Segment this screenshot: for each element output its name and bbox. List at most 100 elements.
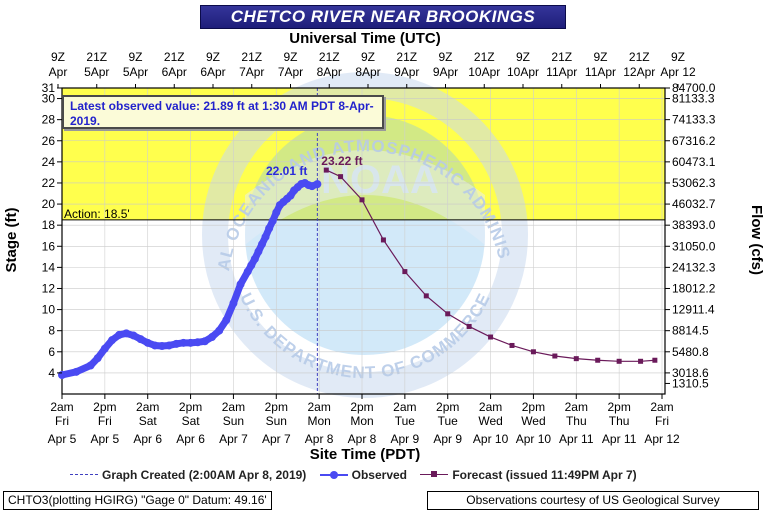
flow-tick-label: 67316.2 <box>672 134 716 148</box>
bottom-tick-day: Mon <box>307 414 330 428</box>
forecast-peak-label: 23.22 ft <box>321 154 362 168</box>
bottom-tick-time: 2am <box>650 400 673 414</box>
observed-point <box>268 216 277 225</box>
observed-point <box>208 333 216 342</box>
forecast-point <box>445 311 451 317</box>
bottom-tick-day: Sun <box>266 414 287 428</box>
bottom-tick-day: Sat <box>182 414 201 428</box>
observed-point <box>115 330 124 339</box>
top-tick-hour: 9Z <box>51 50 65 64</box>
bottom-tick-date: Apr 12 <box>644 432 680 446</box>
observed-point <box>179 338 188 347</box>
flow-tick-label: 46032.7 <box>672 197 716 211</box>
top-tick-hour: 21Z <box>319 50 340 64</box>
noaa-watermark-bird <box>245 150 485 245</box>
top-tick-date: 10Apr <box>507 65 539 79</box>
observed-point <box>158 341 166 350</box>
observed-point <box>261 232 270 241</box>
top-tick-date: 8Apr <box>317 65 342 79</box>
observed-point <box>129 331 138 340</box>
forecast-point <box>423 293 429 299</box>
bottom-tick-date: Apr 8 <box>348 432 377 446</box>
bottom-tick-date: Apr 6 <box>133 432 162 446</box>
top-tick-hour: 9Z <box>128 50 142 64</box>
top-tick-date: 5Apr <box>123 65 148 79</box>
top-tick-hour: 9Z <box>516 50 530 64</box>
bottom-tick-date: Apr 5 <box>91 432 120 446</box>
bottom-tick-date: Apr 7 <box>219 432 248 446</box>
flow-tick-label: 3018.6 <box>672 366 709 380</box>
legend-observed-label: Observed <box>351 467 407 482</box>
bottom-tick-time: 2pm <box>350 400 373 414</box>
observed-point <box>93 354 102 363</box>
top-tick-date: Apr 12 <box>660 65 696 79</box>
stage-tick-label: 24 <box>42 155 56 169</box>
forecast-point <box>488 334 494 340</box>
bottom-tick-day: Sat <box>139 414 158 428</box>
bottom-tick-time: 2pm <box>265 400 288 414</box>
forecast-point <box>466 323 472 329</box>
flow-tick-label: 12911.4 <box>672 303 715 317</box>
bottom-tick-date: Apr 5 <box>48 432 77 446</box>
flow-tick-label: 31050.0 <box>672 239 716 253</box>
stage-tick-label: 18 <box>42 218 56 232</box>
stage-tick-label: 8 <box>48 324 55 338</box>
observed-point <box>122 329 131 338</box>
bottom-tick-day: Mon <box>350 414 373 428</box>
bottom-tick-date: Apr 8 <box>305 432 334 446</box>
observed-point <box>215 326 224 335</box>
observed-point <box>222 316 231 325</box>
observed-point <box>143 338 152 347</box>
bottom-tick-day: Thu <box>609 414 630 428</box>
bottom-tick-day: Fri <box>98 414 112 428</box>
flow-tick-label: 38393.0 <box>672 218 716 232</box>
top-tick-date: 9Apr <box>394 65 419 79</box>
source-footer: Observations courtesy of US Geological S… <box>427 491 759 510</box>
observed-peak-label: 22.01 ft <box>266 164 307 178</box>
top-tick-hour: 9Z <box>671 50 685 64</box>
bottom-tick-time: 2pm <box>93 400 116 414</box>
legend-observed-swatch <box>319 470 348 479</box>
legend-created-swatch <box>70 474 98 476</box>
bottom-tick-time: 2am <box>479 400 502 414</box>
observed-point <box>72 367 81 376</box>
stage-tick-label: 22 <box>42 176 56 190</box>
legend-forecast-swatch <box>420 471 449 478</box>
observed-point <box>229 299 238 308</box>
bottom-tick-day: Sun <box>223 414 244 428</box>
flow-tick-label: 18012.2 <box>672 281 716 295</box>
stage-tick-label: 31 <box>42 81 56 95</box>
bottom-tick-time: 2am <box>136 400 159 414</box>
top-tick-hour: 21Z <box>629 50 650 64</box>
stage-tick-label: 26 <box>42 134 56 148</box>
bottom-tick-date: Apr 10 <box>516 432 552 446</box>
observed-point <box>58 371 66 380</box>
bottom-tick-date: Apr 7 <box>262 432 291 446</box>
top-tick-hour: 9Z <box>593 50 607 64</box>
forecast-point <box>552 353 558 359</box>
top-tick-date: 6Apr <box>162 65 187 79</box>
forecast-point <box>652 357 658 363</box>
stage-tick-label: 12 <box>42 281 56 295</box>
forecast-point <box>509 342 515 348</box>
forecast-point <box>323 167 329 173</box>
forecast-point <box>595 357 601 363</box>
top-tick-hour: 21Z <box>396 50 417 64</box>
forecast-point <box>380 237 386 243</box>
flow-tick-label: 81133.3 <box>672 92 715 106</box>
observed-point <box>86 361 95 370</box>
forecast-point <box>573 356 579 362</box>
observed-point <box>200 337 209 346</box>
forecast-point <box>530 349 536 355</box>
bottom-tick-time: 2am <box>50 400 73 414</box>
legend-forecast-label: Forecast (issued 11:49PM Apr 7) <box>452 467 637 482</box>
bottom-tick-time: 2pm <box>436 400 459 414</box>
top-axis-title: Universal Time (UTC) <box>289 30 440 47</box>
observed-point <box>150 341 159 350</box>
observed-point <box>272 208 281 217</box>
observed-point <box>193 338 202 347</box>
bottom-axis-title: Site Time (PDT) <box>310 446 421 463</box>
top-tick-date: 10Apr <box>468 65 500 79</box>
legend: Graph Created (2:00AM Apr 8, 2019) Obser… <box>70 467 647 482</box>
